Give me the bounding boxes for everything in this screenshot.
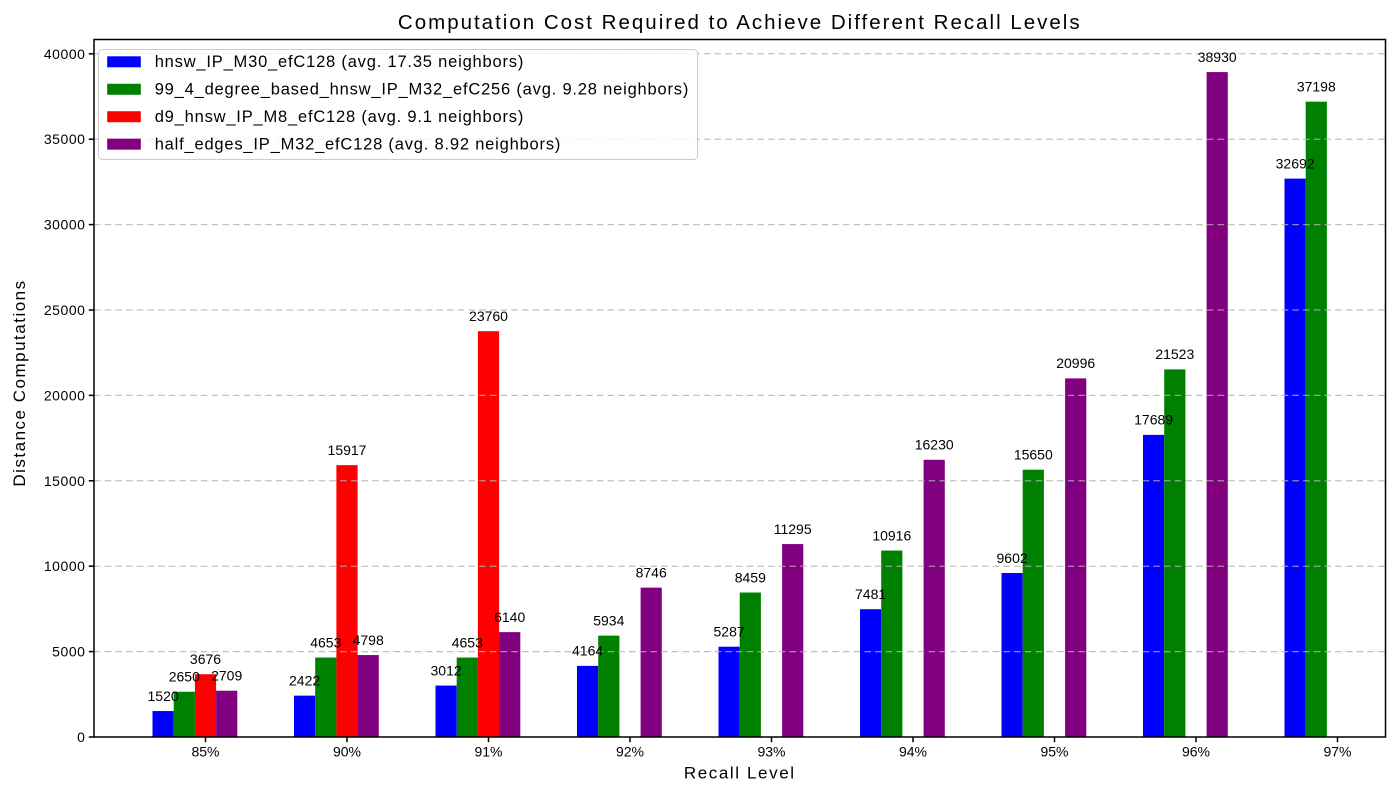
svg-text:15650: 15650 [1014, 447, 1053, 463]
svg-text:half_edges_IP_M32_efC128 (avg.: half_edges_IP_M32_efC128 (avg. 8.92 neig… [155, 136, 561, 154]
svg-text:5934: 5934 [593, 612, 624, 628]
svg-text:25000: 25000 [44, 302, 86, 318]
svg-text:3012: 3012 [431, 662, 462, 678]
svg-text:8746: 8746 [636, 564, 667, 580]
svg-text:4798: 4798 [353, 632, 384, 648]
svg-text:d9_hnsw_IP_M8_efC128 (avg. 9.1: d9_hnsw_IP_M8_efC128 (avg. 9.1 neighbors… [155, 108, 524, 126]
svg-text:2422: 2422 [289, 672, 320, 688]
svg-text:20996: 20996 [1056, 355, 1095, 371]
svg-text:0: 0 [77, 729, 85, 745]
svg-text:20000: 20000 [44, 387, 86, 403]
svg-text:96%: 96% [1182, 744, 1210, 760]
svg-text:32692: 32692 [1276, 155, 1315, 171]
svg-text:hnsw_IP_M30_efC128 (avg. 17.35: hnsw_IP_M30_efC128 (avg. 17.35 neighbors… [155, 53, 524, 71]
svg-text:92%: 92% [616, 744, 644, 760]
svg-text:97%: 97% [1323, 744, 1351, 760]
svg-text:23760: 23760 [469, 308, 508, 324]
svg-text:5000: 5000 [52, 644, 85, 660]
svg-text:4653: 4653 [310, 634, 341, 650]
svg-text:16230: 16230 [915, 437, 954, 453]
svg-text:3676: 3676 [190, 651, 221, 667]
svg-text:99_4_degree_based_hnsw_IP_M32_: 99_4_degree_based_hnsw_IP_M32_efC256 (av… [155, 81, 689, 99]
svg-text:11295: 11295 [774, 521, 812, 537]
svg-text:40000: 40000 [44, 46, 86, 62]
svg-text:94%: 94% [899, 744, 927, 760]
svg-text:7481: 7481 [855, 586, 886, 602]
svg-text:37198: 37198 [1297, 78, 1336, 94]
svg-text:Recall Level: Recall Level [684, 764, 796, 783]
svg-text:4164: 4164 [572, 643, 603, 659]
svg-text:85%: 85% [191, 744, 219, 760]
svg-text:15917: 15917 [328, 442, 367, 458]
svg-text:9602: 9602 [997, 550, 1028, 566]
svg-text:21523: 21523 [1155, 346, 1194, 362]
svg-text:2650: 2650 [169, 669, 200, 685]
svg-text:93%: 93% [757, 744, 785, 760]
svg-text:95%: 95% [1040, 744, 1068, 760]
svg-text:15000: 15000 [44, 473, 86, 489]
svg-text:2709: 2709 [211, 668, 242, 684]
svg-text:90%: 90% [333, 744, 361, 760]
svg-text:5287: 5287 [714, 624, 745, 640]
svg-text:10000: 10000 [44, 558, 86, 574]
svg-text:17689: 17689 [1134, 412, 1173, 428]
svg-text:8459: 8459 [735, 569, 766, 585]
svg-text:Computation Cost Required to A: Computation Cost Required to Achieve Dif… [398, 11, 1082, 34]
svg-text:35000: 35000 [44, 131, 86, 147]
svg-text:Distance Computations: Distance Computations [10, 279, 29, 486]
svg-text:1520: 1520 [148, 688, 179, 704]
svg-text:10916: 10916 [872, 527, 911, 543]
svg-text:4653: 4653 [452, 634, 483, 650]
svg-text:30000: 30000 [44, 217, 86, 233]
svg-text:38930: 38930 [1198, 49, 1237, 65]
svg-text:6140: 6140 [494, 609, 525, 625]
svg-text:91%: 91% [474, 744, 502, 760]
